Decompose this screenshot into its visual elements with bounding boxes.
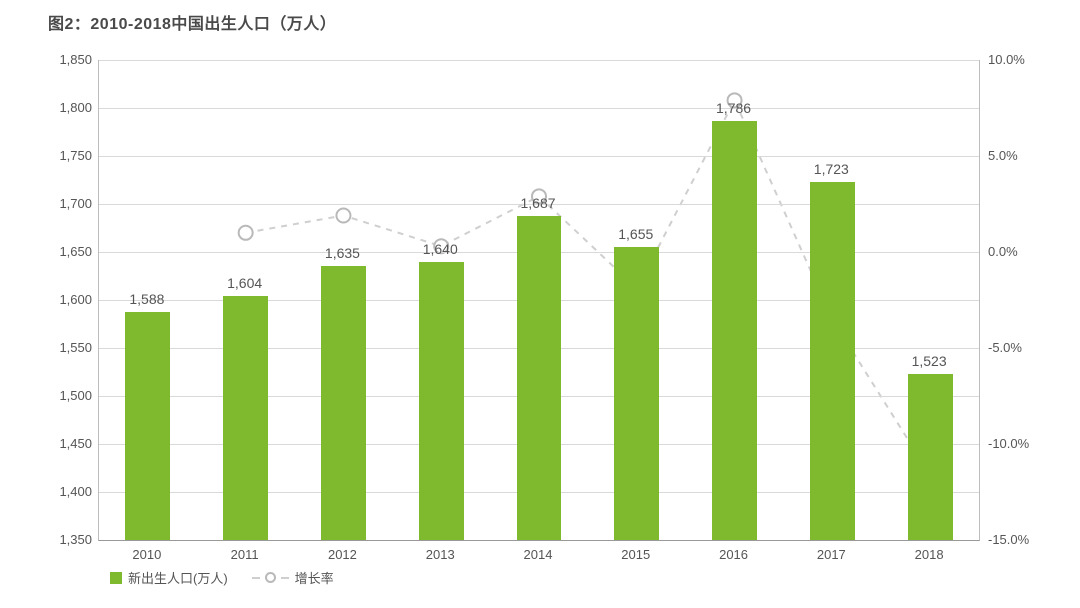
legend-item-bars: 新出生人口(万人) — [110, 568, 228, 587]
y-right-tick: -5.0% — [988, 341, 1044, 354]
x-tick: 2015 — [621, 548, 650, 561]
y-right-tick: -10.0% — [988, 437, 1044, 450]
bar-value-label: 1,723 — [814, 162, 849, 176]
legend: 新出生人口(万人) 增长率 — [110, 568, 334, 587]
x-tick: 2013 — [426, 548, 455, 561]
bar — [614, 247, 659, 540]
legend-swatch-bars — [110, 572, 122, 584]
y-left-tick: 1,400 — [42, 485, 92, 498]
bar — [223, 296, 268, 540]
y-left-tick: 1,450 — [42, 437, 92, 450]
bar-value-label: 1,687 — [520, 196, 555, 210]
gridline — [99, 108, 979, 109]
legend-marker-icon — [265, 572, 276, 583]
chart-title: 图2：2010-2018中国出生人口（万人） — [48, 10, 336, 34]
bar-value-label: 1,588 — [129, 292, 164, 306]
x-tick: 2012 — [328, 548, 357, 561]
x-tick: 2011 — [231, 548, 259, 561]
legend-dash-icon — [252, 572, 289, 583]
y-left-tick: 1,550 — [42, 341, 92, 354]
y-left-tick: 1,850 — [42, 53, 92, 66]
bar — [419, 262, 464, 540]
bar — [321, 266, 366, 540]
bar-value-label: 1,640 — [423, 242, 458, 256]
gridline — [99, 60, 979, 61]
y-left-tick: 1,700 — [42, 197, 92, 210]
bar — [810, 182, 855, 540]
bar — [517, 216, 562, 540]
x-tick: 2016 — [719, 548, 748, 561]
y-left-tick: 1,750 — [42, 149, 92, 162]
legend-label-line: 增长率 — [295, 568, 334, 587]
y-left-tick: 1,500 — [42, 389, 92, 402]
legend-label-bars: 新出生人口(万人) — [128, 568, 228, 587]
bar-value-label: 1,523 — [912, 354, 947, 368]
y-right-tick: 10.0% — [988, 53, 1044, 66]
bar-value-label: 1,604 — [227, 276, 262, 290]
growth-marker — [239, 226, 253, 240]
plot-area — [98, 60, 980, 541]
bar — [125, 312, 170, 540]
y-left-tick: 1,650 — [42, 245, 92, 258]
x-tick: 2018 — [915, 548, 944, 561]
gridline — [99, 156, 979, 157]
bar-value-label: 1,655 — [618, 227, 653, 241]
y-right-tick: -15.0% — [988, 533, 1044, 546]
bar — [908, 374, 953, 540]
y-left-tick: 1,600 — [42, 293, 92, 306]
bar-value-label: 1,635 — [325, 246, 360, 260]
legend-item-line: 增长率 — [252, 568, 334, 587]
chart-container: 图2：2010-2018中国出生人口（万人） 新出生人口(万人) 增长率 1,3… — [0, 0, 1080, 608]
y-right-tick: 0.0% — [988, 245, 1044, 258]
x-tick: 2014 — [524, 548, 553, 561]
y-left-tick: 1,800 — [42, 101, 92, 114]
x-tick: 2017 — [817, 548, 846, 561]
y-left-tick: 1,350 — [42, 533, 92, 546]
x-tick: 2010 — [132, 548, 161, 561]
bar-value-label: 1,786 — [716, 101, 751, 115]
y-right-tick: 5.0% — [988, 149, 1044, 162]
bar — [712, 121, 757, 540]
growth-marker — [336, 209, 350, 223]
